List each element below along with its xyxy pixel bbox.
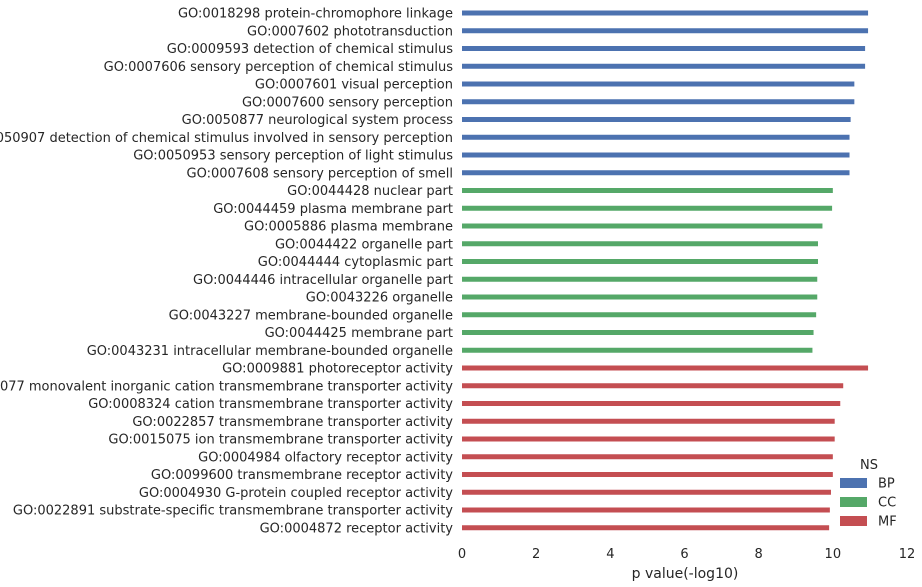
- y-tick-label: GO:0007602 phototransduction: [247, 24, 453, 39]
- bar-bp: [462, 46, 866, 51]
- y-tick-label: GO:0004930 G-protein coupled receptor ac…: [139, 486, 453, 501]
- y-tick-label: GO:0050877 neurological system process: [182, 113, 454, 128]
- bars-layer: [462, 10, 869, 531]
- bar-cc: [462, 241, 818, 247]
- y-tick-label: GO:0005886 plasma membrane: [244, 220, 453, 235]
- bar-cc: [462, 294, 818, 300]
- x-tick-label: 2: [532, 547, 540, 562]
- bar-bp: [462, 63, 866, 69]
- bar-bp: [462, 99, 855, 105]
- y-tick-label: GO:0018298 protein-chromophore linkage: [178, 7, 453, 22]
- x-tick-label: 12: [899, 547, 916, 562]
- bar-bp: [462, 134, 850, 140]
- bar-mf: [462, 454, 833, 460]
- y-tick-label: GO:0050907 detection of chemical stimulu…: [0, 131, 453, 146]
- x-tick-label: 0: [458, 547, 466, 562]
- y-tick-label: GO:0004984 olfactory receptor activity: [198, 450, 453, 465]
- y-tick-label: GO:0099600 transmembrane receptor activi…: [151, 468, 453, 483]
- y-tick-label: GO:0044444 cytoplasmic part: [258, 255, 453, 270]
- y-tick-label: GO:0008324 cation transmembrane transpor…: [88, 397, 453, 412]
- y-tick-label: GO:0007606 sensory perception of chemica…: [104, 60, 454, 75]
- bar-cc: [462, 188, 833, 193]
- y-tick-label: GO:0043231 intracellular membrane-bounde…: [87, 344, 453, 359]
- bar-mf: [462, 418, 835, 424]
- bar-mf: [462, 383, 844, 389]
- y-tick-label: GO:0044422 organelle part: [275, 237, 453, 252]
- legend-title: NS: [860, 458, 878, 473]
- y-tick-label: GO:0007601 visual perception: [255, 78, 453, 93]
- legend-label-mf: MF: [878, 515, 897, 530]
- legend-swatch-bp: [840, 478, 867, 488]
- x-axis-label: p value(-log10): [632, 566, 739, 582]
- y-tick-labels: GO:0018298 protein-chromophore linkage GO…: [0, 7, 453, 537]
- bar-cc: [462, 330, 814, 335]
- bar-bp: [462, 117, 851, 122]
- y-tick-label: GO:0004872 receptor activity: [260, 521, 454, 536]
- legend: NS BP CC MF: [840, 458, 897, 530]
- y-tick-label: GO:0007608 sensory perception of smell: [187, 166, 453, 181]
- bar-bp: [462, 170, 850, 176]
- bar-mf: [462, 436, 835, 442]
- legend-swatch-mf: [840, 516, 867, 526]
- bar-mf: [462, 489, 831, 495]
- bar-cc: [462, 312, 817, 318]
- y-tick-label: GO:0009593 detection of chemical stimulu…: [167, 42, 453, 57]
- x-tick-labels: 0 2 4 6 8 10 12: [458, 547, 915, 562]
- bar-cc: [462, 223, 823, 229]
- y-tick-label: GO:0044459 plasma membrane part: [213, 202, 453, 217]
- bar-mf: [462, 472, 833, 477]
- legend-swatch-cc: [840, 497, 867, 507]
- bar-mf: [462, 401, 841, 406]
- bar-bp: [462, 152, 850, 158]
- bar-bp: [462, 81, 855, 87]
- y-tick-label: GO:0015075 ion transmembrane transporter…: [108, 433, 453, 448]
- x-tick-label: 8: [755, 547, 763, 562]
- bar-bp: [462, 10, 869, 16]
- y-tick-label: GO:0009881 photoreceptor activity: [222, 362, 453, 377]
- bar-cc: [462, 205, 833, 211]
- legend-label-bp: BP: [878, 477, 895, 492]
- y-tick-label: GO:0043226 organelle: [306, 291, 453, 306]
- x-tick-label: 6: [680, 547, 688, 562]
- y-tick-label: GO:0022857 transmembrane transporter act…: [132, 415, 453, 430]
- bar-cc: [462, 276, 818, 282]
- y-tick-label: GO:0043227 membrane-bounded organelle: [169, 308, 453, 323]
- x-tick-label: 10: [825, 547, 842, 562]
- y-tick-label: GO:0022891 substrate-specific transmembr…: [13, 504, 453, 519]
- y-tick-label: GO:0044425 membrane part: [265, 326, 453, 341]
- y-tick-label: GO:0015077 monovalent inorganic cation t…: [0, 379, 453, 394]
- y-tick-label: GO:0050953 sensory perception of light s…: [133, 149, 453, 164]
- bar-mf: [462, 365, 869, 371]
- bar-bp: [462, 28, 869, 34]
- x-tick-label: 4: [606, 547, 614, 562]
- legend-label-cc: CC: [878, 496, 896, 511]
- y-tick-label: GO:0007600 sensory perception: [242, 95, 453, 110]
- bar-cc: [462, 347, 813, 353]
- y-tick-label: GO:0044446 intracellular organelle part: [193, 273, 453, 288]
- bar-cc: [462, 259, 818, 264]
- bar-mf: [462, 525, 830, 531]
- y-tick-label: GO:0044428 nuclear part: [287, 184, 453, 199]
- bar-mf: [462, 507, 830, 513]
